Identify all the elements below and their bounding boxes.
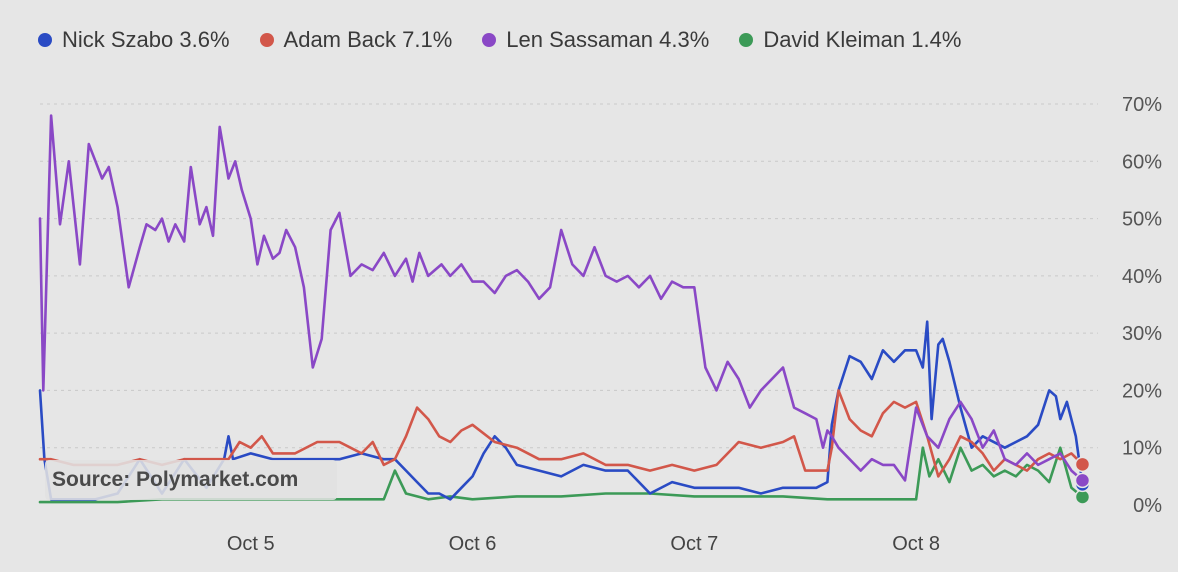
legend-item-david-kleiman[interactable]: David Kleiman 1.4%: [739, 27, 961, 53]
legend-dot-icon: [38, 33, 52, 47]
y-tick-label: 10%: [1122, 438, 1162, 460]
series-line-adam-back: [38, 389, 1084, 478]
legend-item-adam-back[interactable]: Adam Back 7.1%: [259, 27, 453, 53]
x-tick-label: Oct 6: [449, 533, 497, 555]
y-tick-label: 30%: [1122, 323, 1162, 345]
y-tick-label: 50%: [1122, 209, 1162, 231]
legend-dot-icon: [739, 33, 754, 47]
legend-dot-icon: [482, 33, 497, 47]
x-tick-label: Oct 5: [227, 533, 275, 555]
source-label: Source: Polymarket.com: [52, 468, 299, 491]
source-backdrop: [45, 460, 337, 500]
legend-label: Adam Back 7.1%: [283, 27, 453, 52]
legend-item-nick-szabo[interactable]: Nick Szabo 3.6%: [38, 27, 230, 53]
end-point-len-sassaman: [1074, 472, 1091, 489]
y-tick-label: 60%: [1122, 151, 1162, 173]
x-tick-label: Oct 7: [670, 533, 718, 555]
legend-label: David Kleiman 1.4%: [763, 27, 962, 52]
y-tick-label: 0%: [1133, 495, 1162, 517]
series-line-len-sassaman: [38, 114, 1084, 482]
series-line-nick-szabo: [38, 320, 1084, 501]
y-tick-label: 20%: [1122, 380, 1162, 402]
x-tick-label: Oct 8: [892, 533, 940, 555]
legend-label: Len Sassaman 4.3%: [506, 27, 710, 52]
y-tick-label: 70%: [1122, 94, 1162, 116]
legend-label: Nick Szabo 3.6%: [62, 27, 230, 52]
legend-item-len-sassaman[interactable]: Len Sassaman 4.3%: [482, 27, 709, 53]
legend: Nick Szabo 3.6% Adam Back 7.1% Len Sassa…: [38, 22, 961, 58]
end-point-adam-back: [1074, 456, 1091, 473]
y-tick-label: 40%: [1122, 266, 1162, 288]
legend-dot-icon: [259, 33, 274, 47]
